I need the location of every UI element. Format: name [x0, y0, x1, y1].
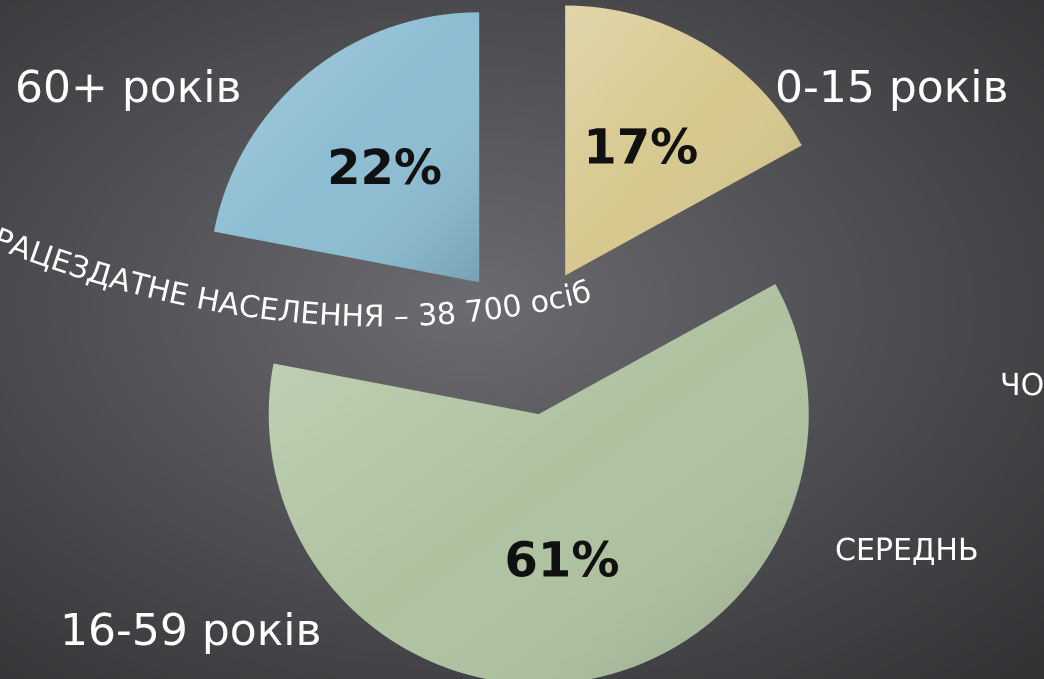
- category-label: 60+ років: [15, 62, 241, 113]
- slice-sheen: [213, 12, 480, 283]
- category-label: 0-15 років: [775, 62, 1008, 113]
- slice-sheen: [268, 284, 809, 679]
- cut-annotation: СЕРЕДНЬ: [835, 533, 979, 568]
- category-label: 16-59 років: [60, 605, 321, 656]
- value-label: 61%: [505, 533, 620, 589]
- value-label: 22%: [327, 140, 442, 196]
- labels: 17% 0-15 років 61% 16-59 років 22% 60+ років: [15, 62, 1008, 656]
- cut-annotation: ЧО: [1000, 368, 1044, 403]
- value-label: 17%: [583, 120, 698, 176]
- slice-sheen: [565, 5, 802, 276]
- pie: [213, 5, 809, 679]
